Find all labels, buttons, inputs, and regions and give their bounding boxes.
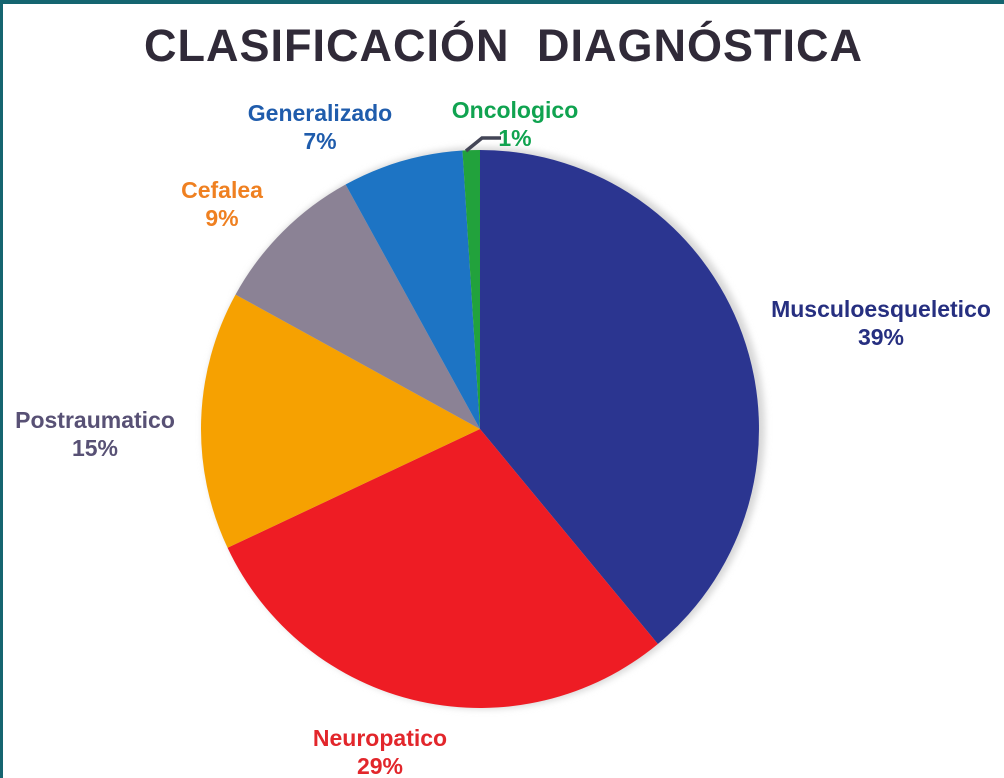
slice-label-name: Neuropatico xyxy=(312,725,448,751)
slice-label-pct: 39% xyxy=(857,324,905,350)
pie-slice-oncologico xyxy=(462,150,480,429)
slice-label-pct: 29% xyxy=(356,753,404,778)
oncologico-leader-line xyxy=(464,136,501,153)
slice-label-generalizado: Generalizado 7% xyxy=(248,99,392,155)
slice-label-name: Musculoesqueletico xyxy=(771,296,991,322)
slice-label-pct: 9% xyxy=(205,205,239,231)
pie-slice-neuropatico xyxy=(227,429,658,708)
pie-slice-postraumatico xyxy=(200,294,480,548)
slice-label-name: Postraumatico xyxy=(15,407,175,433)
slice-label-pct: 7% xyxy=(303,128,337,154)
slice-label-name: Oncologico xyxy=(451,97,579,123)
slice-label-pct: 15% xyxy=(71,435,119,461)
slice-label-postraumatico: Postraumatico 15% xyxy=(15,406,175,462)
chart-title: CLASIFICACIÓN DIAGNÓSTICA xyxy=(144,20,863,71)
slice-label-neuropatico: Neuropatico 29% xyxy=(313,724,447,778)
slice-label-cefalea: Cefalea 9% xyxy=(181,176,263,232)
slice-label-name: Generalizado xyxy=(247,100,393,126)
pie-slice-cefalea xyxy=(235,184,480,429)
pie-chart xyxy=(200,136,765,709)
pie-slice-musculoesqueletico xyxy=(480,150,759,644)
slice-label-name: Cefalea xyxy=(181,177,263,203)
slice-label-oncologico: Oncologico 1% xyxy=(452,96,579,152)
pie-slice-generalizado xyxy=(345,150,480,430)
slice-label-pct: 1% xyxy=(498,125,532,151)
slice-label-musculoesqueletico: Musculoesqueletico 39% xyxy=(771,295,991,351)
